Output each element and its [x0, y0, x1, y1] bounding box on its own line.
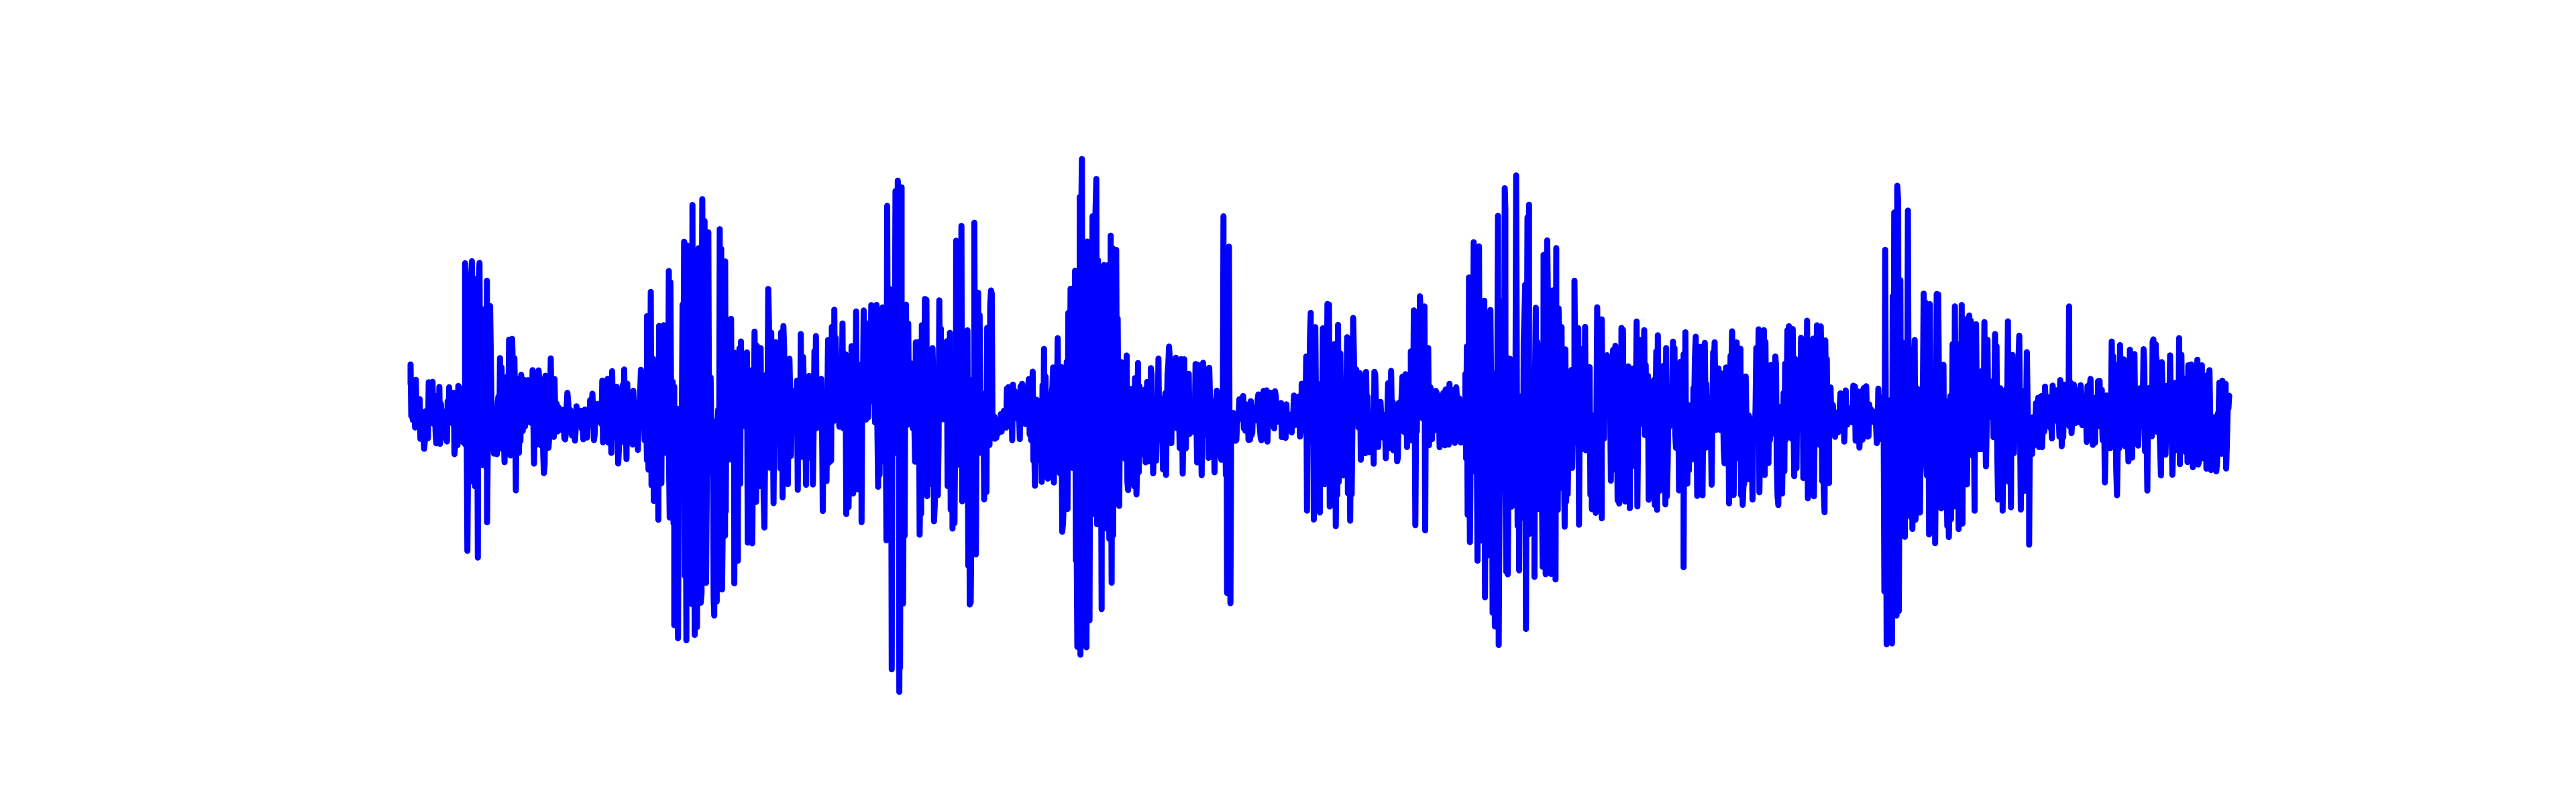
waveform-series-line	[407, 156, 2233, 695]
plot-area	[407, 156, 2233, 695]
